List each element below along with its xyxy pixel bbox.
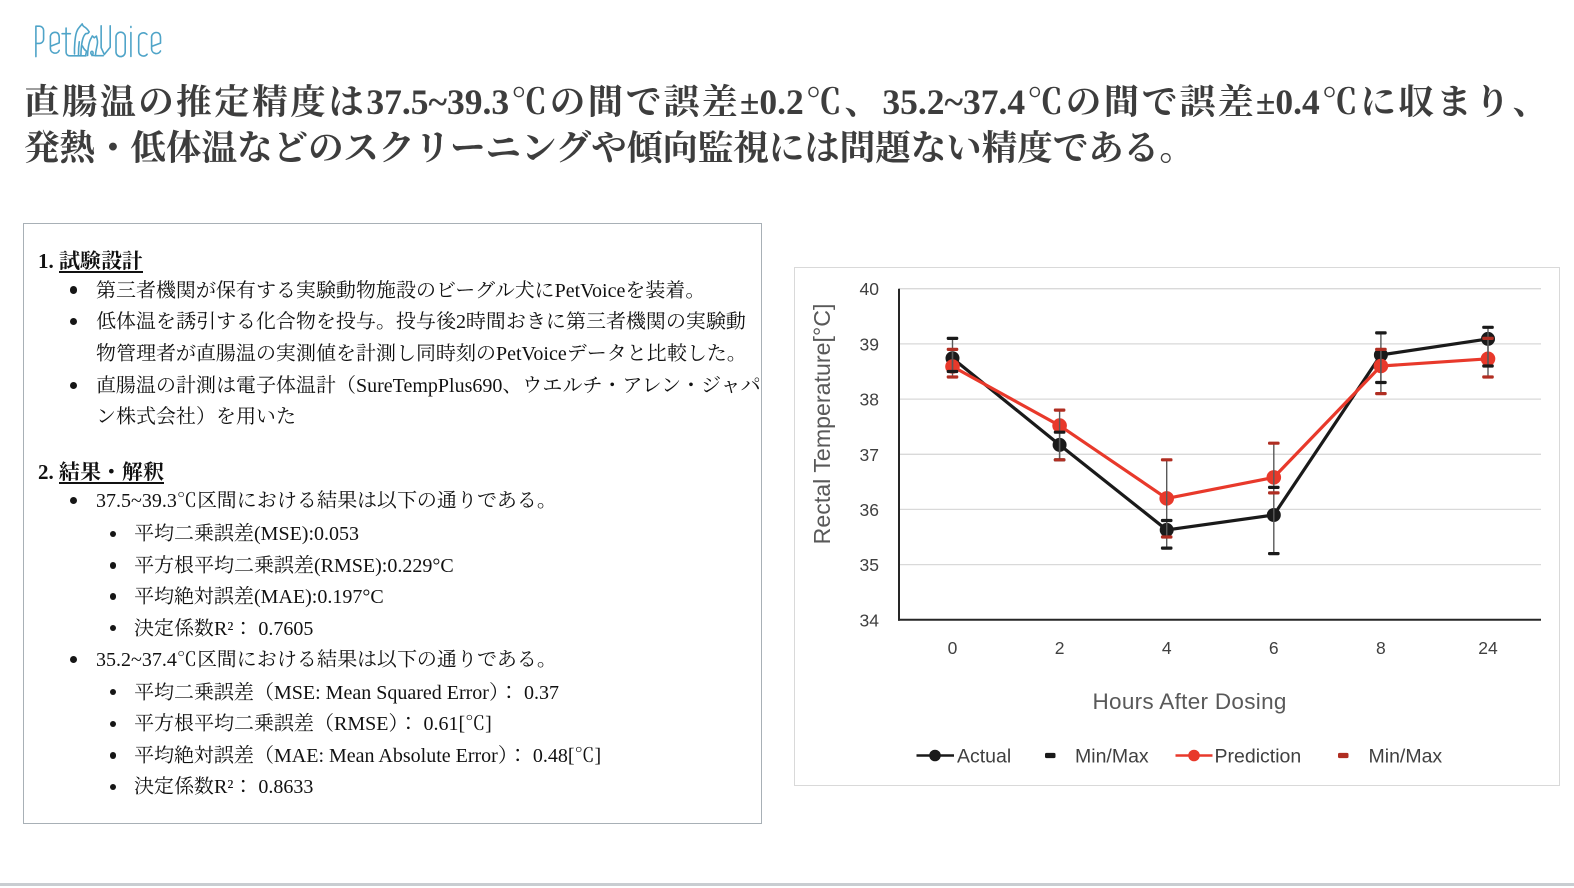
svg-text:2: 2 [1055,637,1065,657]
svg-text:38: 38 [860,389,879,409]
svg-text:0: 0 [948,637,958,657]
svg-text:37: 37 [860,444,879,464]
svg-text:6: 6 [1269,637,1279,657]
svg-text:Prediction: Prediction [1215,745,1302,767]
svg-text:24: 24 [1478,637,1498,657]
svg-text:Min/Max: Min/Max [1075,745,1149,767]
svg-text:40: 40 [860,279,880,299]
svg-text:8: 8 [1376,637,1386,657]
svg-text:Hours After Dosing: Hours After Dosing [1092,689,1286,714]
svg-text:Min/Max: Min/Max [1369,745,1443,767]
svg-text:36: 36 [860,499,879,519]
svg-text:Actual: Actual [957,745,1011,767]
svg-text:39: 39 [860,334,879,354]
svg-text:35: 35 [860,555,879,575]
svg-text:4: 4 [1162,637,1172,657]
svg-text:Rectal Temperature[°C]: Rectal Temperature[°C] [809,303,835,544]
svg-text:34: 34 [860,610,880,630]
